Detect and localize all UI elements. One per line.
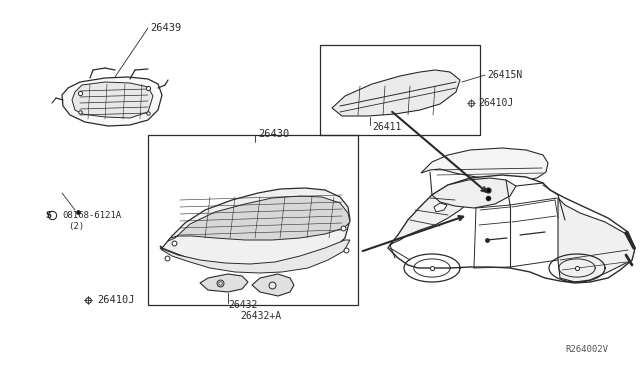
Text: 26432: 26432 bbox=[228, 300, 257, 310]
Text: 26430: 26430 bbox=[258, 129, 289, 139]
Text: R264002V: R264002V bbox=[565, 346, 608, 355]
Polygon shape bbox=[388, 175, 635, 283]
Polygon shape bbox=[160, 188, 350, 270]
Polygon shape bbox=[62, 77, 162, 126]
Polygon shape bbox=[434, 203, 447, 212]
Polygon shape bbox=[160, 240, 350, 273]
Text: 26432+A: 26432+A bbox=[240, 311, 281, 321]
Text: 26410J: 26410J bbox=[97, 295, 134, 305]
Polygon shape bbox=[332, 70, 460, 116]
Polygon shape bbox=[390, 182, 475, 245]
Polygon shape bbox=[432, 178, 516, 208]
Text: 26415N: 26415N bbox=[487, 70, 522, 80]
Polygon shape bbox=[421, 148, 548, 181]
Polygon shape bbox=[558, 198, 635, 282]
Polygon shape bbox=[252, 274, 294, 296]
Polygon shape bbox=[200, 274, 248, 292]
Text: S: S bbox=[45, 211, 51, 219]
Polygon shape bbox=[168, 196, 350, 241]
Text: (2): (2) bbox=[68, 221, 84, 231]
Polygon shape bbox=[72, 82, 153, 118]
Bar bbox=[320, 45, 480, 135]
Text: 26410J: 26410J bbox=[478, 98, 513, 108]
Bar bbox=[148, 135, 358, 305]
Text: 08168-6121A: 08168-6121A bbox=[62, 211, 121, 219]
Text: 26411: 26411 bbox=[372, 122, 401, 132]
Text: 26439: 26439 bbox=[150, 23, 181, 33]
